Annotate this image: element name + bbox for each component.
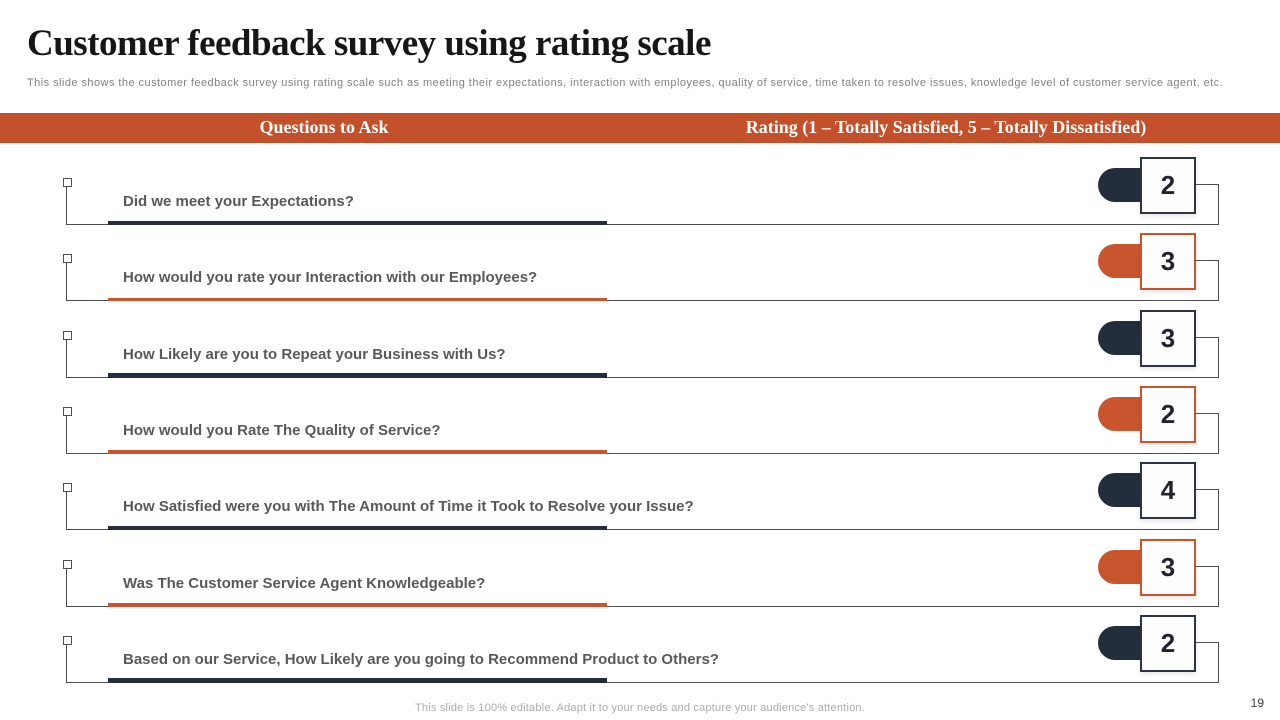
rating-pill-icon bbox=[1098, 244, 1145, 279]
row-bottom-line bbox=[66, 376, 1219, 378]
survey-row: How Satisfied were you with The Amount o… bbox=[0, 462, 1280, 538]
rating-value-box: 3 bbox=[1140, 538, 1196, 596]
row-left-line bbox=[66, 338, 67, 378]
connector-line-vertical bbox=[1218, 184, 1219, 225]
row-bottom-line bbox=[66, 452, 1219, 454]
connector-line-horizontal bbox=[1196, 412, 1219, 414]
footer-note: This slide is 100% editable. Adapt it to… bbox=[415, 702, 865, 714]
rating-value: 4 bbox=[1160, 475, 1176, 506]
row-bottom-line bbox=[66, 300, 1219, 302]
question-underline bbox=[108, 220, 607, 225]
connector-line-vertical bbox=[1218, 412, 1219, 454]
rating-pill-icon bbox=[1098, 625, 1145, 660]
rating-value-box: 2 bbox=[1140, 614, 1196, 672]
survey-row: Was The Customer Service Agent Knowledge… bbox=[0, 538, 1280, 615]
connector-line-horizontal bbox=[1196, 260, 1219, 262]
row-left-line bbox=[66, 186, 67, 225]
survey-row: How Likely are you to Repeat your Busine… bbox=[0, 309, 1280, 386]
rating-value-box: 2 bbox=[1140, 157, 1196, 214]
rating-pill-icon bbox=[1098, 549, 1145, 584]
row-marker-square bbox=[63, 559, 72, 569]
connector-line-horizontal bbox=[1196, 641, 1219, 643]
survey-row: Did we meet your Expectations? 2 bbox=[0, 157, 1280, 233]
connector-line-horizontal bbox=[1196, 489, 1219, 491]
question-underline bbox=[108, 450, 607, 454]
question-text: Based on our Service, How Likely are you… bbox=[123, 650, 719, 668]
row-left-line bbox=[66, 491, 67, 531]
rating-pill-icon bbox=[1098, 396, 1145, 431]
connector-line-vertical bbox=[1218, 336, 1219, 378]
rating-value: 2 bbox=[1160, 170, 1176, 200]
rating-pill-icon bbox=[1098, 320, 1145, 355]
rating-value-box: 3 bbox=[1140, 309, 1196, 367]
row-left-line bbox=[66, 567, 67, 607]
row-marker-square bbox=[63, 406, 72, 416]
question-text: How would you Rate The Quality of Servic… bbox=[123, 421, 441, 439]
slide-subtitle: This slide shows the customer feedback s… bbox=[27, 77, 1224, 89]
question-underline bbox=[108, 525, 607, 531]
question-underline bbox=[108, 297, 607, 302]
rating-value-box: 4 bbox=[1140, 462, 1196, 520]
connector-line-vertical bbox=[1218, 641, 1219, 683]
survey-row: How would you Rate The Quality of Servic… bbox=[0, 385, 1280, 462]
question-underline bbox=[108, 678, 607, 683]
question-text: Was The Customer Service Agent Knowledge… bbox=[123, 574, 486, 592]
rating-value: 3 bbox=[1160, 246, 1176, 277]
rating-pill-icon bbox=[1098, 168, 1145, 202]
connector-line-vertical bbox=[1218, 565, 1219, 607]
table-header-band: Questions to Ask Rating (1 – Totally Sat… bbox=[0, 113, 1280, 143]
column-header-questions: Questions to Ask bbox=[259, 117, 389, 138]
question-text: Did we meet your Expectations? bbox=[123, 193, 354, 210]
rating-value: 3 bbox=[1160, 322, 1176, 353]
row-marker-square bbox=[63, 254, 72, 264]
row-left-line bbox=[66, 643, 67, 683]
connector-line-vertical bbox=[1218, 260, 1219, 302]
page-title: Customer feedback survey using rating sc… bbox=[27, 23, 711, 64]
question-underline bbox=[108, 603, 607, 607]
question-underline bbox=[108, 373, 607, 378]
connector-line-horizontal bbox=[1196, 184, 1219, 185]
page-number: 19 bbox=[1250, 696, 1264, 710]
row-marker-square bbox=[63, 178, 72, 187]
row-marker-square bbox=[63, 483, 72, 493]
connector-line-vertical bbox=[1218, 489, 1219, 531]
row-marker-square bbox=[63, 635, 72, 645]
survey-row: How would you rate your Interaction with… bbox=[0, 233, 1280, 309]
row-left-line bbox=[66, 414, 67, 454]
rating-value: 2 bbox=[1160, 627, 1176, 658]
rating-value: 2 bbox=[1160, 398, 1176, 429]
connector-line-horizontal bbox=[1196, 565, 1219, 567]
row-bottom-line bbox=[66, 224, 1219, 225]
row-bottom-line bbox=[66, 681, 1219, 683]
row-left-line bbox=[66, 262, 67, 302]
rating-pill-icon bbox=[1098, 473, 1145, 508]
question-text: How Likely are you to Repeat your Busine… bbox=[123, 345, 506, 363]
row-marker-square bbox=[63, 330, 72, 340]
row-bottom-line bbox=[66, 529, 1219, 531]
row-bottom-line bbox=[66, 605, 1219, 607]
column-header-rating: Rating (1 – Totally Satisfied, 5 – Total… bbox=[745, 117, 1147, 138]
survey-row: Based on our Service, How Likely are you… bbox=[0, 614, 1280, 691]
question-text: How would you rate your Interaction with… bbox=[123, 269, 538, 287]
rating-value: 3 bbox=[1160, 551, 1176, 582]
rating-value-box: 2 bbox=[1140, 385, 1196, 443]
question-text: How Satisfied were you with The Amount o… bbox=[123, 498, 694, 516]
connector-line-horizontal bbox=[1196, 336, 1219, 338]
rating-value-box: 3 bbox=[1140, 233, 1196, 291]
survey-rows: Did we meet your Expectations? 2 How wou… bbox=[0, 157, 1280, 691]
